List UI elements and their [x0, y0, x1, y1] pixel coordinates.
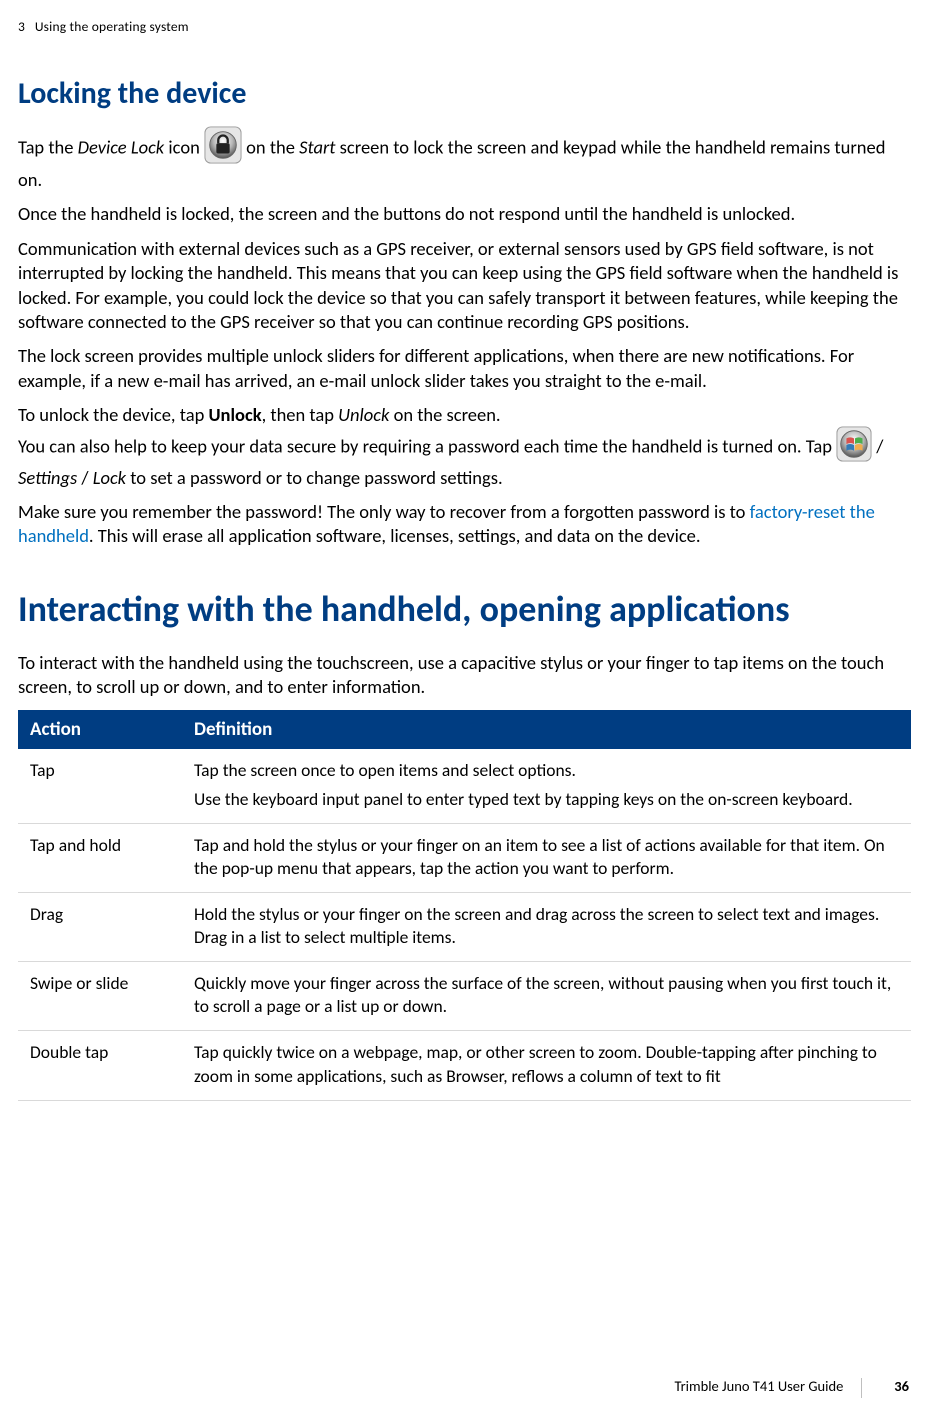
actions-table: Action Definition Tap Tap the screen onc… [18, 710, 911, 1101]
col-definition: Definition [182, 710, 911, 749]
footer-guide-name: Trimble Juno T41 User Guide [674, 1377, 843, 1395]
table-row: Tap Tap the screen once to open items an… [18, 749, 911, 824]
running-header: 3 Using the operating system [18, 0, 911, 75]
cell-definition: Tap quickly twice on a webpage, map, or … [182, 1031, 911, 1100]
para-unlock-sliders: The lock screen provides multiple unlock… [18, 344, 911, 393]
para-locked-no-respond: Once the handheld is locked, the screen … [18, 202, 911, 226]
cell-action: Swipe or slide [18, 962, 182, 1031]
cell-definition: Hold the stylus or your finger on the sc… [182, 893, 911, 962]
para-remember-password: Make sure you remember the password! The… [18, 500, 911, 549]
table-row: Drag Hold the stylus or your finger on t… [18, 893, 911, 962]
cell-definition: Tap and hold the stylus or your finger o… [182, 823, 911, 892]
cell-definition: Tap the screen once to open items and se… [182, 749, 911, 824]
page-footer: Trimble Juno T41 User Guide 36 [674, 1377, 909, 1398]
lock-icon [204, 126, 242, 164]
cell-action: Double tap [18, 1031, 182, 1100]
para-lock-intro: Tap the Device Lock icon on the Start sc… [18, 130, 911, 192]
table-row: Double tap Tap quickly twice on a webpag… [18, 1031, 911, 1100]
para-unlock-instructions: To unlock the device, tap Unlock, then t… [18, 403, 911, 427]
footer-page-number: 36 [894, 1377, 909, 1395]
para-password-settings: You can also help to keep your data secu… [18, 430, 911, 490]
chapter-number: 3 [18, 18, 25, 35]
cell-definition: Quickly move your finger across the surf… [182, 962, 911, 1031]
col-action: Action [18, 710, 182, 749]
table-row: Swipe or slide Quickly move your finger … [18, 962, 911, 1031]
section-heading-interacting: Interacting with the handheld, opening a… [18, 587, 911, 631]
para-gps-communication: Communication with external devices such… [18, 237, 911, 335]
para-interact-intro: To interact with the handheld using the … [18, 651, 911, 700]
section-heading-locking: Locking the device [18, 75, 911, 112]
cell-action: Drag [18, 893, 182, 962]
cell-action: Tap [18, 749, 182, 824]
table-row: Tap and hold Tap and hold the stylus or … [18, 823, 911, 892]
chapter-title: Using the operating system [35, 18, 189, 35]
cell-action: Tap and hold [18, 823, 182, 892]
windows-icon [836, 426, 872, 462]
